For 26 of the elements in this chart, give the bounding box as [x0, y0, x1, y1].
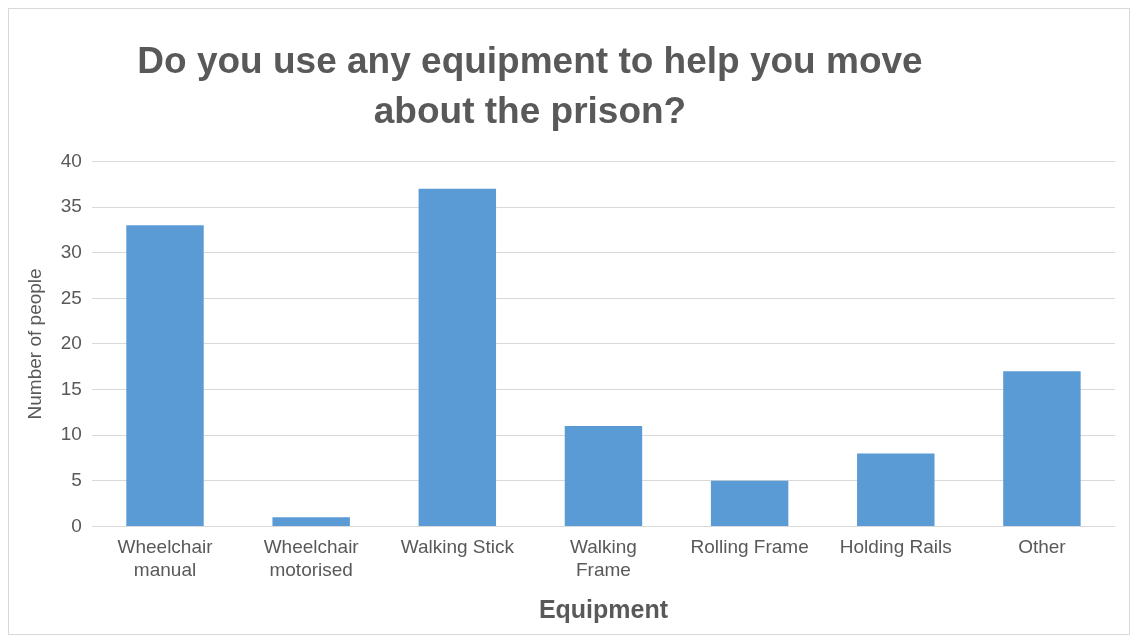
bar	[710, 480, 789, 526]
x-tick-label: Walking Frame	[570, 536, 637, 580]
bar	[418, 188, 497, 526]
bar	[1003, 371, 1081, 526]
y-tick-label: 10	[60, 423, 82, 445]
y-tick-label: 40	[60, 149, 82, 171]
y-tick-label: 5	[71, 469, 82, 491]
y-tick-label: 25	[60, 286, 82, 308]
x-tick-label: Walking Stick	[400, 536, 515, 558]
bar	[564, 426, 643, 526]
y-tick-label: 35	[60, 195, 82, 217]
bar	[857, 453, 935, 526]
x-axis-title: Equipment	[538, 594, 669, 623]
x-tick-label: Rolling Frame	[690, 536, 809, 558]
chart-title: Do you use any equipment to help you move about the prison?	[136, 39, 924, 133]
y-tick-label: 20	[60, 332, 82, 354]
y-tick-label: 15	[60, 377, 82, 399]
bar	[272, 517, 350, 526]
x-tick-label: Holding Rails	[839, 536, 952, 558]
bar	[126, 225, 204, 526]
x-tick-label: Wheelchair motorised	[263, 536, 360, 580]
y-axis-title: Number of people	[23, 268, 45, 420]
y-tick-label: 30	[60, 240, 82, 262]
x-tick-label: Other	[1018, 536, 1067, 558]
x-tick-label: Wheelchair manual	[117, 536, 214, 580]
y-tick-label: 0	[71, 514, 82, 536]
